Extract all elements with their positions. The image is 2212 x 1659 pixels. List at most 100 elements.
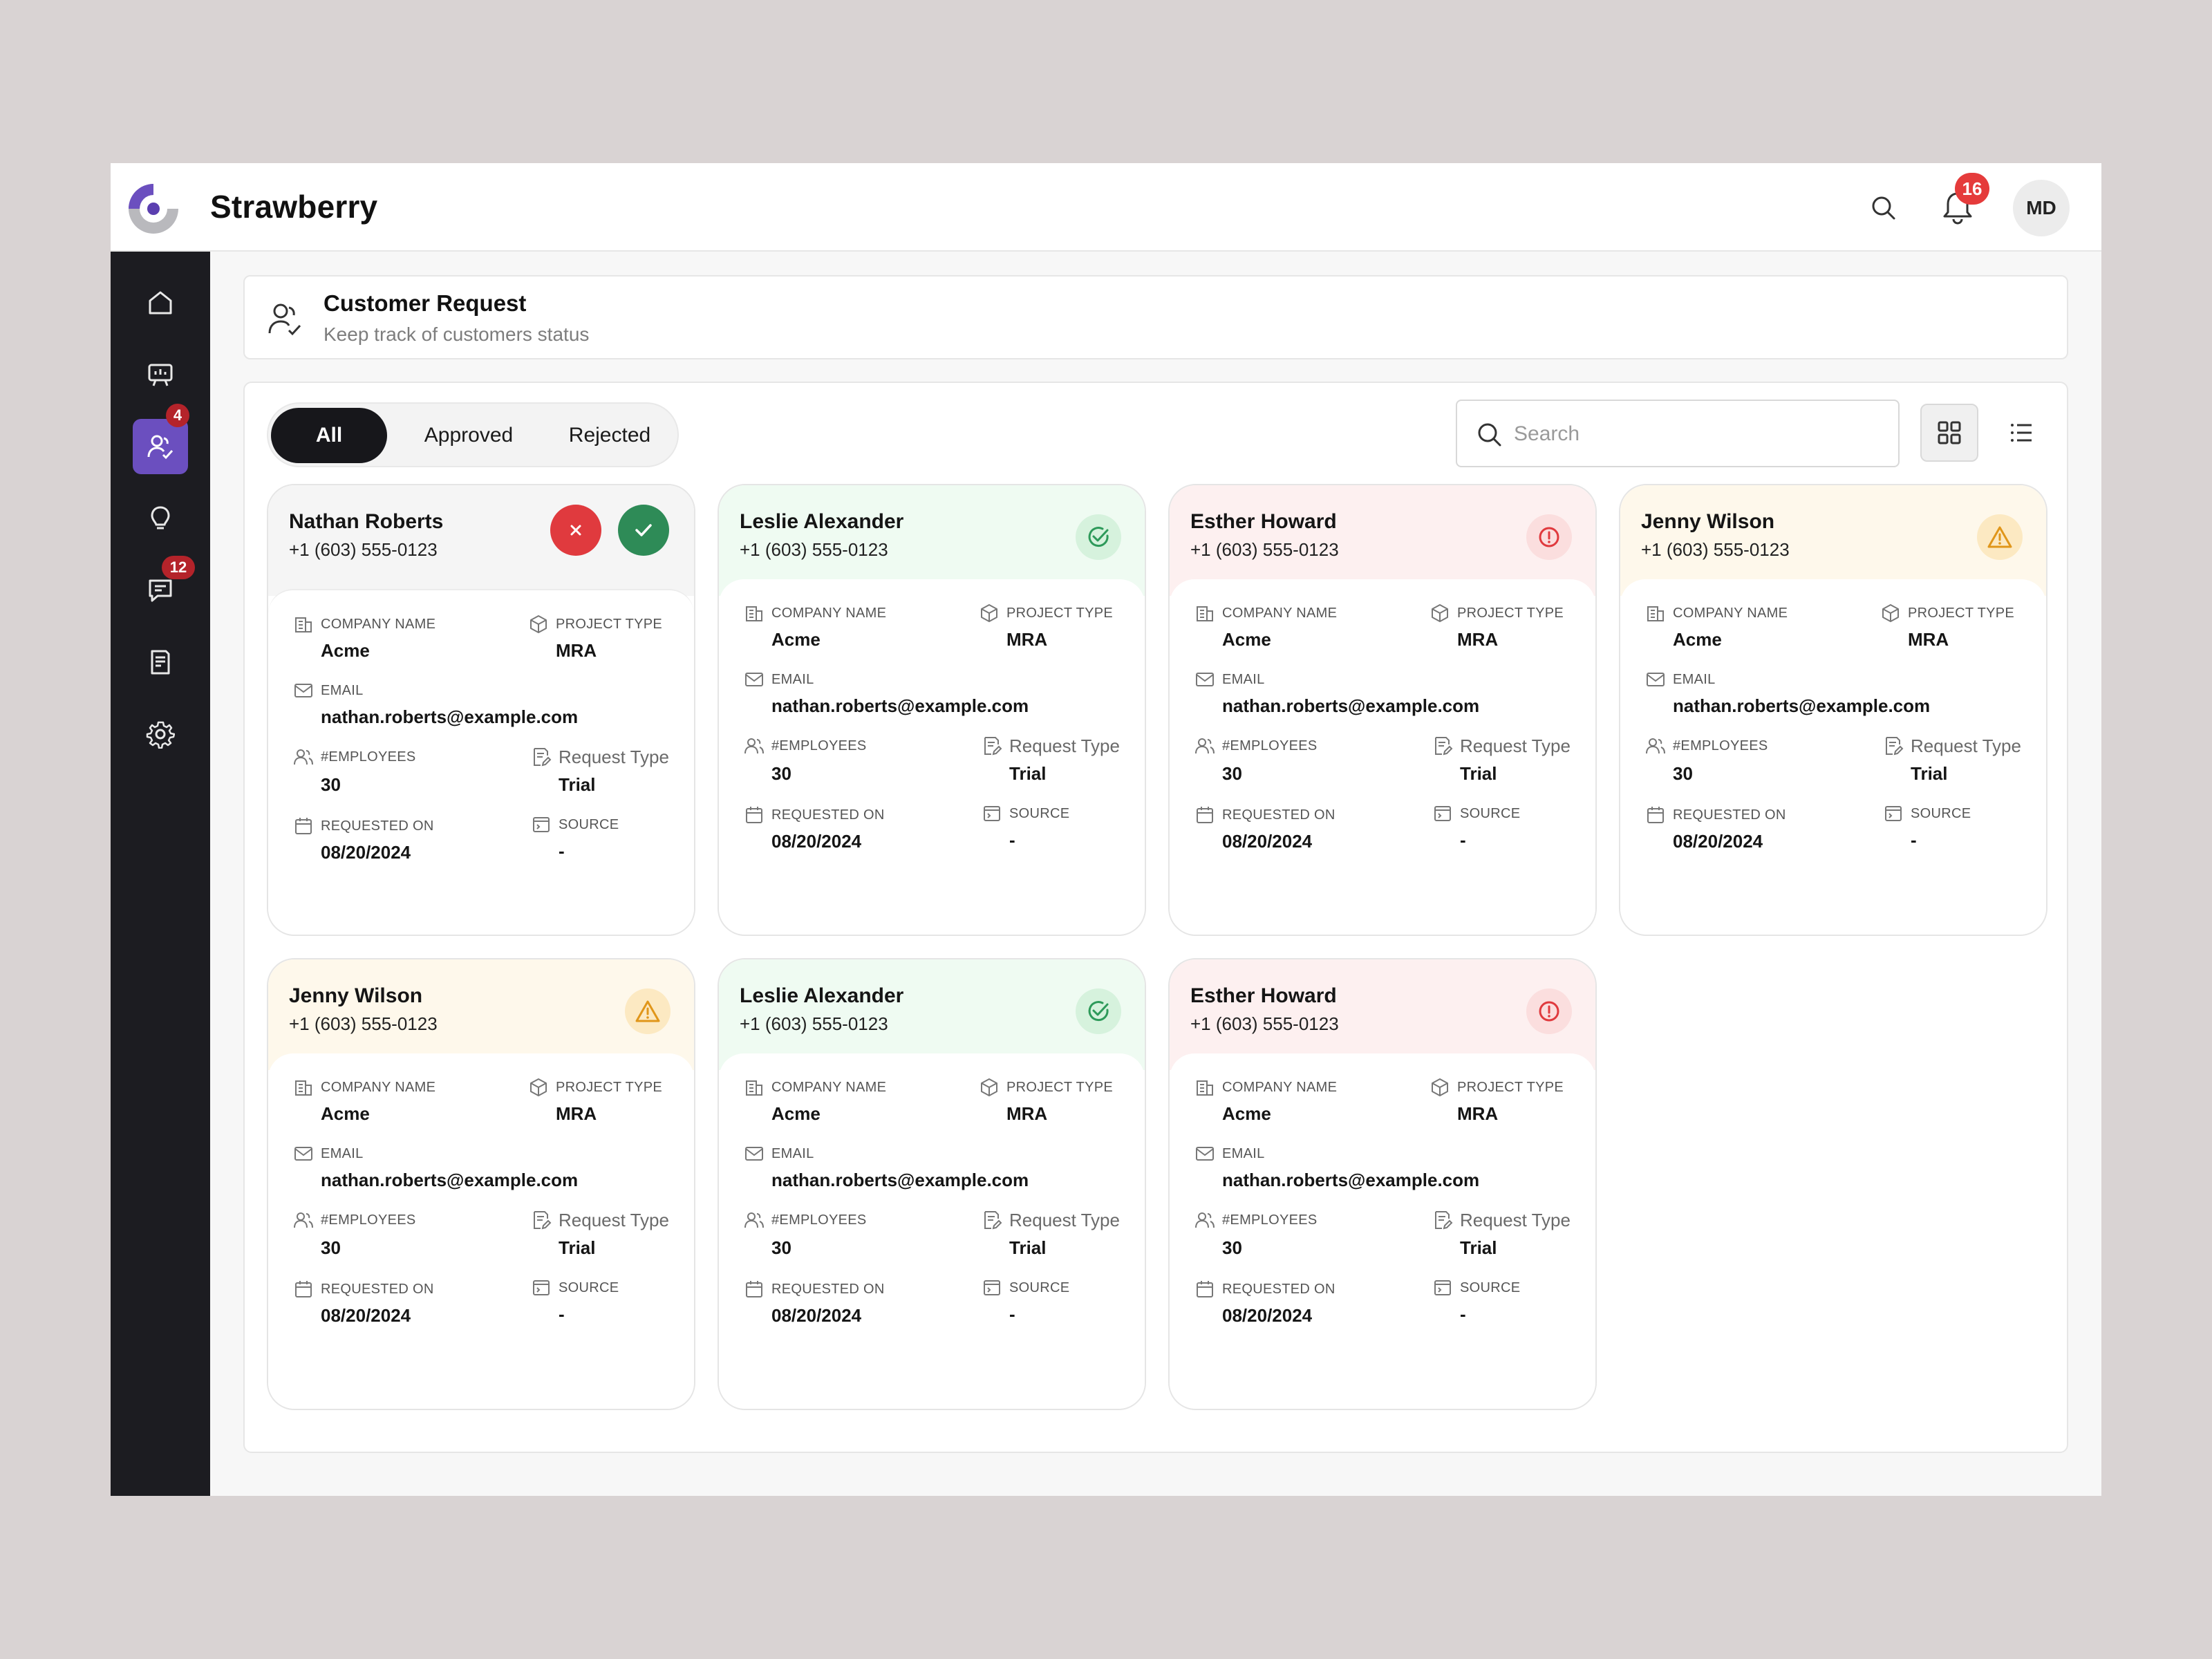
request-type-value: Trial: [559, 1237, 596, 1258]
source-value: -: [1911, 830, 1917, 850]
requested-on-label: REQUESTED ON: [1222, 807, 1335, 823]
sidebar-item-home[interactable]: [133, 275, 188, 330]
employees-value: 30: [321, 1237, 341, 1258]
project-value: MRA: [1457, 1103, 1499, 1124]
company-label: COMPANY NAME: [771, 1080, 887, 1095]
source-value: -: [1460, 830, 1466, 850]
calendar-icon: [1197, 1281, 1213, 1297]
check-icon: [635, 524, 652, 536]
email-label: EMAIL: [771, 672, 814, 687]
company-label: COMPANY NAME: [771, 606, 887, 621]
employees-label: #EMPLOYEES: [771, 1212, 867, 1228]
reject-button[interactable]: [550, 505, 601, 556]
email-value[interactable]: nathan.roberts@example.com: [1222, 695, 1480, 716]
card-body: COMPANY NAME Acme PROJECT TYPE MRA EMAIL…: [719, 1053, 1145, 1409]
project-label: PROJECT TYPE: [1006, 1080, 1114, 1095]
card-header: Jenny Wilson +1 (603) 555-0123: [1620, 485, 2046, 596]
email-label: EMAIL: [771, 1146, 814, 1161]
sidebar-item-messages[interactable]: [133, 563, 188, 618]
project-label: PROJECT TYPE: [556, 617, 663, 632]
tab-all[interactable]: All: [271, 408, 387, 463]
mail-icon: [1647, 673, 1665, 686]
mail-icon: [745, 673, 763, 686]
document-edit-icon: [534, 748, 552, 767]
sidebar-item-presentation[interactable]: [133, 347, 188, 402]
customer-phone: +1 (603) 555-0123: [740, 1013, 888, 1034]
sidebar-item-reports[interactable]: [133, 635, 188, 690]
requested-on-value: 08/20/2024: [771, 831, 862, 852]
request-type-value: Trial: [1009, 1237, 1047, 1258]
tab-approved[interactable]: Approved: [424, 424, 514, 447]
project-label: PROJECT TYPE: [1457, 1080, 1564, 1095]
card-header: Leslie Alexander +1 (603) 555-0123: [719, 485, 1145, 596]
requested-on-value: 08/20/2024: [1222, 1305, 1313, 1326]
document-edit-icon: [984, 737, 1002, 756]
search-input[interactable]: [1514, 418, 1873, 451]
search-icon[interactable]: [1866, 191, 1901, 225]
requested-on-label: REQUESTED ON: [321, 1282, 434, 1297]
cube-icon: [981, 1078, 997, 1096]
status-badge: [1526, 514, 1572, 560]
app-title: Strawberry: [210, 189, 378, 225]
request-card[interactable]: Leslie Alexander +1 (603) 555-0123 COMPA…: [718, 484, 1146, 936]
building-icon: [1647, 606, 1664, 621]
email-value[interactable]: nathan.roberts@example.com: [771, 695, 1029, 716]
email-label: EMAIL: [321, 683, 364, 698]
project-label: PROJECT TYPE: [556, 1080, 663, 1095]
customer-phone: +1 (603) 555-0123: [1190, 1013, 1339, 1034]
warning-icon: [1987, 526, 2012, 548]
approve-button[interactable]: [618, 505, 669, 556]
card-header: Esther Howard +1 (603) 555-0123: [1170, 485, 1595, 596]
card-body: COMPANY NAME Acme PROJECT TYPE MRA EMAIL…: [268, 589, 694, 935]
sidebar-item-customers[interactable]: [133, 419, 188, 474]
email-label: EMAIL: [1222, 1146, 1265, 1161]
request-card[interactable]: Leslie Alexander +1 (603) 555-0123 COMPA…: [718, 958, 1146, 1410]
users-check-icon: [268, 303, 301, 336]
check-circle-icon: [1088, 527, 1109, 547]
email-value[interactable]: nathan.roberts@example.com: [1222, 1170, 1480, 1190]
customer-name: Esther Howard: [1190, 984, 1337, 1007]
card-header: Leslie Alexander +1 (603) 555-0123: [719, 959, 1145, 1070]
source-icon: [533, 1280, 550, 1295]
request-card[interactable]: Jenny Wilson +1 (603) 555-0123 COMPANY N…: [1619, 484, 2047, 936]
grid-view-button[interactable]: [1920, 404, 1978, 462]
email-value[interactable]: nathan.roberts@example.com: [321, 706, 579, 727]
tab-rejected[interactable]: Rejected: [568, 424, 651, 447]
email-label: EMAIL: [321, 1146, 364, 1161]
sidebar-item-settings[interactable]: [133, 706, 188, 762]
customer-name: Jenny Wilson: [289, 984, 423, 1007]
email-value[interactable]: nathan.roberts@example.com: [771, 1170, 1029, 1190]
request-card[interactable]: Nathan Roberts +1 (603) 555-0123 COMPANY…: [267, 484, 695, 936]
mail-icon: [745, 1147, 763, 1161]
users-icon: [744, 738, 764, 754]
list-view-button[interactable]: [1992, 404, 2050, 462]
sidebar-item-ideas[interactable]: [133, 491, 188, 546]
email-value[interactable]: nathan.roberts@example.com: [321, 1170, 579, 1190]
request-card[interactable]: Esther Howard +1 (603) 555-0123 COMPANY …: [1168, 484, 1597, 936]
warning-icon: [635, 1000, 660, 1022]
cube-icon: [1432, 1078, 1448, 1096]
users-icon: [294, 1212, 313, 1228]
email-value[interactable]: nathan.roberts@example.com: [1673, 695, 1931, 716]
project-value: MRA: [1908, 629, 1949, 650]
customer-phone: +1 (603) 555-0123: [740, 539, 888, 560]
document-edit-icon: [1435, 1211, 1453, 1230]
company-label: COMPANY NAME: [1222, 1080, 1338, 1095]
status-badge: [1076, 514, 1121, 560]
calendar-icon: [295, 818, 312, 834]
page-title: Customer Request: [324, 290, 527, 316]
request-card[interactable]: Esther Howard +1 (603) 555-0123 COMPANY …: [1168, 958, 1597, 1410]
requested-on-value: 08/20/2024: [1673, 831, 1763, 852]
status-badge: [625, 988, 671, 1034]
request-type-value: Trial: [559, 774, 596, 795]
employees-label: #EMPLOYEES: [1222, 1212, 1318, 1228]
users-check-icon: [147, 435, 174, 460]
avatar[interactable]: MD: [2013, 180, 2070, 236]
users-icon: [294, 749, 313, 765]
request-card[interactable]: Jenny Wilson +1 (603) 555-0123 COMPANY N…: [267, 958, 695, 1410]
calendar-icon: [746, 807, 762, 823]
source-label: SOURCE: [559, 1280, 619, 1295]
card-body: COMPANY NAME Acme PROJECT TYPE MRA EMAIL…: [1170, 579, 1595, 935]
source-icon: [1885, 806, 1902, 821]
requested-on-label: REQUESTED ON: [1673, 807, 1786, 823]
